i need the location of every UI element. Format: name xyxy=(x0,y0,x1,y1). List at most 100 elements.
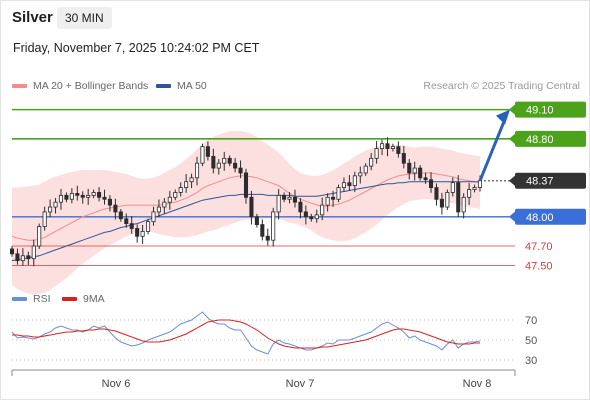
candle xyxy=(31,239,36,267)
candle xyxy=(412,161,417,181)
candle-body xyxy=(200,146,205,164)
rsi-line xyxy=(11,311,481,355)
candle-body xyxy=(80,194,85,198)
candle xyxy=(325,193,330,212)
candle xyxy=(265,228,270,246)
candle xyxy=(336,184,341,203)
candle xyxy=(42,206,47,231)
candle-body xyxy=(298,201,303,213)
candle-body xyxy=(260,224,265,237)
candle xyxy=(260,219,265,241)
candle-body xyxy=(390,146,395,149)
candle xyxy=(69,188,74,204)
candle-body xyxy=(173,192,178,198)
candle xyxy=(445,189,450,210)
candle-body xyxy=(48,206,53,213)
candle xyxy=(86,188,91,205)
candle xyxy=(254,213,259,228)
candle-body xyxy=(336,187,341,200)
candle xyxy=(390,143,395,152)
candle xyxy=(401,145,406,169)
candle-body xyxy=(314,214,319,220)
candle xyxy=(80,191,85,204)
candle-body xyxy=(216,162,221,169)
candle xyxy=(434,183,439,206)
candle xyxy=(222,151,227,171)
candle xyxy=(271,207,276,247)
legend-rsi: RSI xyxy=(12,293,51,305)
candle-body xyxy=(423,177,428,181)
candle-body xyxy=(69,193,74,200)
candle xyxy=(439,192,444,215)
level-pointer-0 xyxy=(509,103,516,116)
candle-body xyxy=(363,165,368,174)
candle-body xyxy=(385,143,390,149)
candle-body xyxy=(37,226,42,247)
candle xyxy=(64,192,69,203)
candle xyxy=(461,193,466,219)
level-badge-1 xyxy=(515,130,586,147)
candle-body xyxy=(271,211,276,241)
candle-body xyxy=(358,172,363,177)
candle-body xyxy=(401,153,406,164)
candle xyxy=(211,148,216,174)
rsi-ma-swatch xyxy=(62,297,77,301)
candle xyxy=(20,248,25,266)
candle xyxy=(374,140,379,164)
candle xyxy=(184,174,189,193)
candle-body xyxy=(75,193,80,196)
level-badge-3 xyxy=(515,208,586,225)
candle-body xyxy=(412,167,417,174)
candle xyxy=(15,248,20,265)
legend-rsi-ma: 9MA xyxy=(62,293,105,305)
candle xyxy=(146,218,151,235)
level-pointer-1 xyxy=(509,132,516,145)
candle-body xyxy=(151,211,156,223)
candle-body xyxy=(369,157,374,167)
candle-body xyxy=(341,182,346,188)
candle xyxy=(189,173,194,189)
level-badge-2 xyxy=(515,172,586,189)
candle-body xyxy=(140,231,145,237)
rsi-swatch xyxy=(12,297,27,301)
candle-body xyxy=(303,211,308,218)
ma50-swatch xyxy=(156,84,171,88)
timeframe-badge[interactable]: 30 MIN xyxy=(57,7,112,29)
projection-arrow-shaft xyxy=(478,116,508,182)
level-pointer-3 xyxy=(509,210,516,223)
level-badge-0 xyxy=(515,101,586,118)
candle-body xyxy=(64,194,69,200)
candle-body xyxy=(211,155,216,169)
candle-body xyxy=(167,196,172,203)
candle xyxy=(205,141,210,161)
candle xyxy=(91,189,96,199)
candle xyxy=(331,190,336,207)
candle-body xyxy=(325,196,330,206)
level-label-1: 48.80 xyxy=(526,134,554,146)
rsi-tick-label-0: 70 xyxy=(525,315,537,327)
candle xyxy=(107,195,112,212)
candle xyxy=(194,156,200,186)
symbol-title: Silver xyxy=(12,9,53,26)
ma20-label: MA 20 + Bollinger Bands xyxy=(33,80,149,92)
candle xyxy=(314,209,319,223)
candle-body xyxy=(309,216,314,220)
ma20-swatch xyxy=(12,84,27,88)
candle xyxy=(151,206,156,226)
candle-body xyxy=(102,196,107,200)
candle xyxy=(467,183,472,205)
candle xyxy=(385,137,390,157)
candle-body xyxy=(31,245,36,260)
candle xyxy=(102,189,107,205)
candle-body xyxy=(113,204,118,213)
candle xyxy=(407,159,412,180)
candle-body xyxy=(243,172,249,198)
projection-arrow-head xyxy=(496,109,510,125)
level-label-3: 48.00 xyxy=(526,212,554,224)
candle xyxy=(37,223,42,249)
candle-body xyxy=(472,187,477,190)
x-tick-label-2: Nov 8 xyxy=(463,378,492,390)
candle xyxy=(48,199,53,218)
rsi-label: RSI xyxy=(33,293,51,305)
candle-body xyxy=(439,198,444,208)
